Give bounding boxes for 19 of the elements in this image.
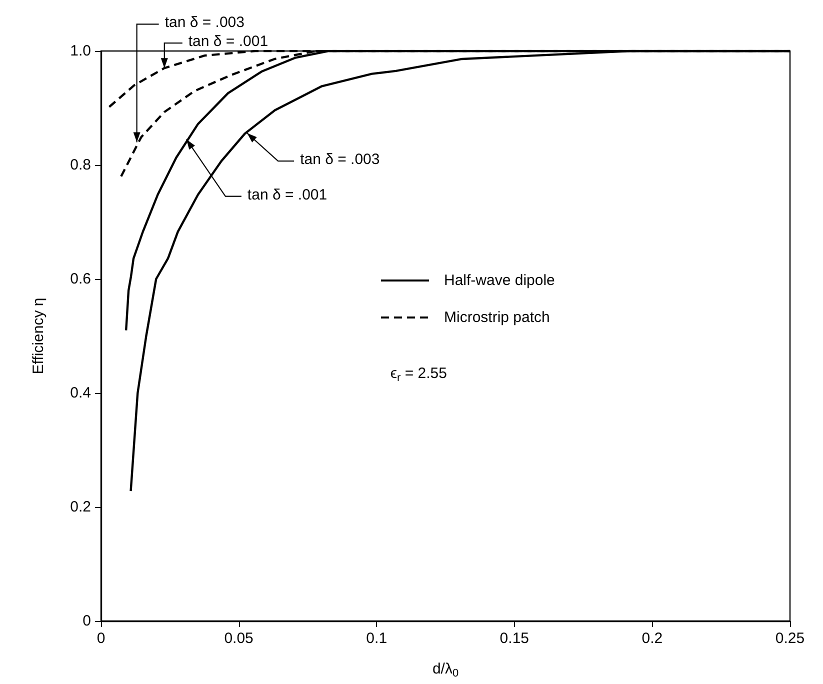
y-tick-label: 0 bbox=[82, 612, 91, 630]
y-tick-label: 0.6 bbox=[70, 270, 91, 288]
x-tick-label: 0.15 bbox=[500, 630, 529, 647]
y-axis-title: Efficiency η bbox=[30, 298, 47, 374]
legend-label: Half-wave dipole bbox=[444, 272, 555, 289]
y-tick-label: 1.0 bbox=[70, 42, 91, 60]
y-tick-label: 0.8 bbox=[70, 156, 91, 174]
x-tick-label: 0 bbox=[96, 630, 106, 647]
y-tick-label: 0.2 bbox=[70, 498, 91, 516]
x-tick-label: 0.25 bbox=[775, 630, 805, 647]
annotation: tan δ = .001 bbox=[247, 186, 328, 204]
annotation: tan δ = .003 bbox=[164, 14, 244, 32]
legend-label: Microstrip patch bbox=[444, 309, 550, 326]
annotation: tan δ = .003 bbox=[300, 151, 380, 168]
x-tick-label: 0.1 bbox=[366, 630, 388, 647]
y-tick-label: 0.4 bbox=[70, 384, 91, 402]
x-tick-label: 0.2 bbox=[642, 630, 663, 647]
x-tick-label: 0.05 bbox=[224, 630, 254, 647]
annotation: tan δ = .001 bbox=[188, 33, 268, 50]
